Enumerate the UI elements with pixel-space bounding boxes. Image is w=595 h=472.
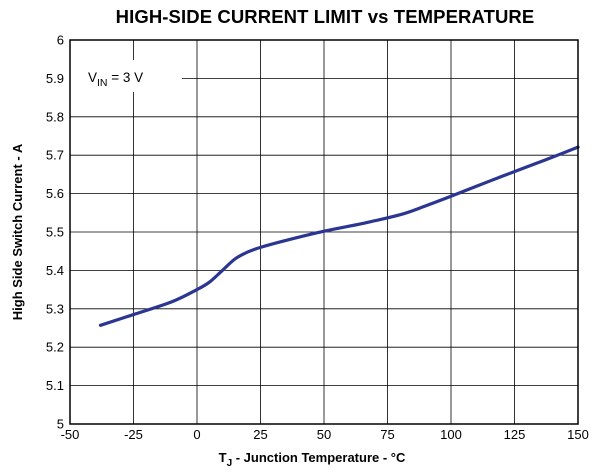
y-tick-label: 5.2: [46, 340, 64, 355]
annotation-background: [70, 60, 182, 92]
y-tick-label: 5.9: [46, 71, 64, 86]
x-tick-label: 150: [567, 427, 589, 442]
x-axis-label: TJ - Junction Temperature - °C: [219, 450, 406, 469]
x-tick-label: 75: [380, 427, 394, 442]
tick-labels: -50 -25 0 25 50 75 100 125 150 5 5.1 5.2 5.3 5.4 5.5 5.…: [46, 33, 589, 443]
vin-annotation-sub: IN: [97, 77, 108, 89]
y-tick-label: 5: [57, 417, 64, 432]
series-line: [98, 145, 580, 327]
vin-annotation-main: V: [88, 70, 97, 85]
y-tick-label: 5.7: [46, 148, 64, 163]
x-tick-label: 100: [440, 427, 462, 442]
y-tick-label: 5.3: [46, 301, 64, 316]
x-tick-label: -50: [61, 427, 80, 442]
chart-title: HIGH-SIDE CURRENT LIMIT vs TEMPERATURE: [115, 6, 535, 27]
x-tick-label: 25: [253, 427, 267, 442]
x-axis-label-sub: J: [227, 458, 233, 469]
vin-annotation-rest: = 3 V: [108, 70, 144, 85]
y-tick-label: 5.4: [46, 263, 64, 278]
y-axis-label: High Side Switch Current - A: [10, 143, 25, 320]
x-tick-label: 50: [317, 427, 331, 442]
series: [98, 145, 580, 327]
y-tick-label: 6: [57, 33, 64, 48]
x-tick-label: -25: [124, 427, 143, 442]
x-axis-label-rest: - Junction Temperature - °C: [232, 450, 406, 465]
plot-frame: [69, 39, 579, 425]
x-tick-label: 125: [504, 427, 526, 442]
y-tick-label: 5.6: [46, 186, 64, 201]
y-tick-label: 5.8: [46, 109, 64, 124]
y-tick-label: 5.5: [46, 225, 64, 240]
vin-annotation: VIN = 3 V: [88, 70, 143, 89]
y-tick-label: 5.1: [46, 378, 64, 393]
x-axis-label-main: T: [219, 450, 227, 465]
x-tick-label: 0: [193, 427, 200, 442]
